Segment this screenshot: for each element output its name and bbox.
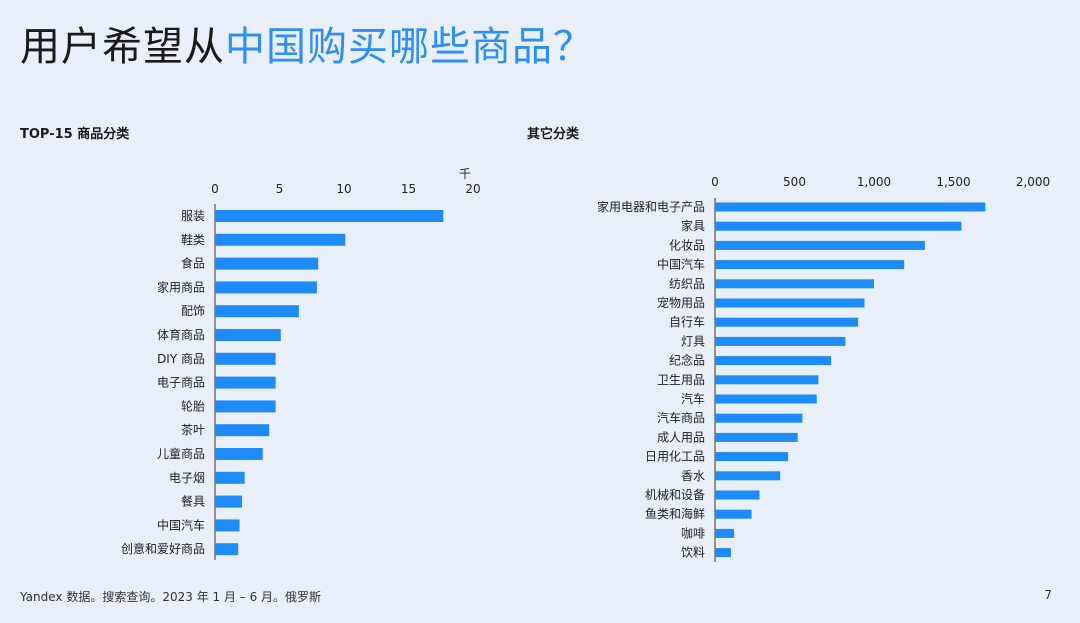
chart2-category-label: 家具 xyxy=(681,218,705,233)
chart1-tick-label: 15 xyxy=(401,182,416,196)
chart1-tick-label: 10 xyxy=(336,182,351,196)
chart1-tick-label: 20 xyxy=(465,182,480,196)
page-number: 7 xyxy=(1044,588,1052,602)
chart2-category-label: 汽车商品 xyxy=(657,410,705,425)
chart2-category-label: 纺织品 xyxy=(669,277,705,291)
chart2-category-label: 咖啡 xyxy=(681,525,705,540)
chart2-tick-label: 1,000 xyxy=(857,175,891,189)
chart1-bar xyxy=(215,448,263,460)
chart1-bar xyxy=(215,257,319,270)
chart2-bar xyxy=(715,240,925,250)
chart1-category-label: 食品 xyxy=(181,256,205,271)
chart2-tick-label: 2,000 xyxy=(1016,175,1050,189)
chart1-bar xyxy=(215,495,243,508)
chart2-category-label: 卫生用品 xyxy=(657,373,705,387)
title-part1: 用户希望从 xyxy=(20,24,225,70)
chart2-category-label: 中国汽车 xyxy=(657,257,705,272)
title-part2: 中国购买哪些商品？ xyxy=(225,24,594,70)
chart2-bar xyxy=(715,298,865,308)
chart2-category-label: 纪念品 xyxy=(669,353,705,368)
chart2-category-label: 日用化工品 xyxy=(645,450,705,464)
chart2-bar xyxy=(715,452,789,462)
chart1-category-label: 家用商品 xyxy=(157,279,205,294)
footer-source: Yandex 数据。搜索查询。2023 年 1 月 – 6 月。俄罗斯 xyxy=(20,590,322,604)
chart2-bar xyxy=(715,471,781,481)
chart2-bar xyxy=(715,548,731,558)
chart1-category-label: 体育商品 xyxy=(157,327,205,342)
chart2-bar xyxy=(715,528,735,538)
chart1-bar xyxy=(215,305,299,318)
chart2-bar xyxy=(715,413,803,423)
chart2-bar xyxy=(715,432,798,442)
chart1-category-label: 创意和爱好商品 xyxy=(121,541,205,556)
chart2-category-label: 灯具 xyxy=(681,334,705,348)
chart2-bar xyxy=(715,336,846,346)
chart2-tick-label: 500 xyxy=(783,175,806,189)
chart1-bar xyxy=(215,519,240,532)
chart1-category-label: 服装 xyxy=(181,209,205,223)
chart2-category-label: 成人用品 xyxy=(657,430,705,444)
chart1-title: TOP-15 商品分类 xyxy=(20,127,130,142)
chart2-bar xyxy=(715,375,819,385)
chart1-bar xyxy=(215,281,317,294)
chart1-bar xyxy=(215,233,346,246)
chart2-category-label: 鱼类和海鲜 xyxy=(645,506,705,521)
chart1-bar xyxy=(215,471,245,484)
chart2-bar xyxy=(715,317,859,327)
chart2-bar xyxy=(715,394,817,404)
chart1-category-label: 鞋类 xyxy=(181,232,205,247)
chart1-bar xyxy=(215,210,444,222)
chart1-category-label: 电子烟 xyxy=(169,471,205,485)
chart2-title: 其它分类 xyxy=(527,127,580,142)
chart2-category-label: 饮料 xyxy=(681,546,705,560)
chart2-category-label: 机械和设备 xyxy=(645,487,705,502)
chart1-category-label: 茶叶 xyxy=(181,422,205,437)
chart2-bar xyxy=(715,260,905,270)
chart2-category-label: 宠物用品 xyxy=(657,295,705,310)
chart1-category-label: 儿童商品 xyxy=(157,446,205,461)
chart1-bar xyxy=(215,329,281,341)
chart1-category-label: 电子商品 xyxy=(157,375,205,390)
chart2-bar xyxy=(715,279,874,289)
chart2-bar xyxy=(715,509,752,519)
chart2-category-label: 汽车 xyxy=(681,391,705,406)
page-title: 用户希望从中国购买哪些商品？ xyxy=(20,14,594,72)
chart2-category-label: 香水 xyxy=(681,469,705,483)
chart1-bar xyxy=(215,376,276,389)
chart1-category-label: 轮胎 xyxy=(181,399,205,413)
chart1-category-label: DIY 商品 xyxy=(157,351,205,366)
chart2-bar xyxy=(715,490,760,500)
chart2-tick-label: 0 xyxy=(711,175,719,189)
chart1-tick-label: 5 xyxy=(276,182,284,196)
chart1-category-label: 餐具 xyxy=(181,494,205,509)
chart1-category-label: 配饰 xyxy=(181,304,205,318)
chart1-bar xyxy=(215,424,270,437)
chart2-bar xyxy=(715,356,832,366)
chart1-unit-label: 千 xyxy=(459,167,471,181)
chart2-category-label: 化妆品 xyxy=(669,238,705,252)
chart1-bar xyxy=(215,400,276,413)
chart1-bar xyxy=(215,352,276,365)
chart1-bar xyxy=(215,543,239,556)
chart2-category-label: 自行车 xyxy=(669,314,705,329)
chart2-bar xyxy=(715,221,962,231)
chart2-tick-label: 1,500 xyxy=(936,175,970,189)
chart1-tick-label: 0 xyxy=(211,182,219,196)
chart1-category-label: 中国汽车 xyxy=(157,517,205,532)
chart2-bar xyxy=(715,202,986,212)
chart2-category-label: 家用电器和电子产品 xyxy=(597,199,705,214)
